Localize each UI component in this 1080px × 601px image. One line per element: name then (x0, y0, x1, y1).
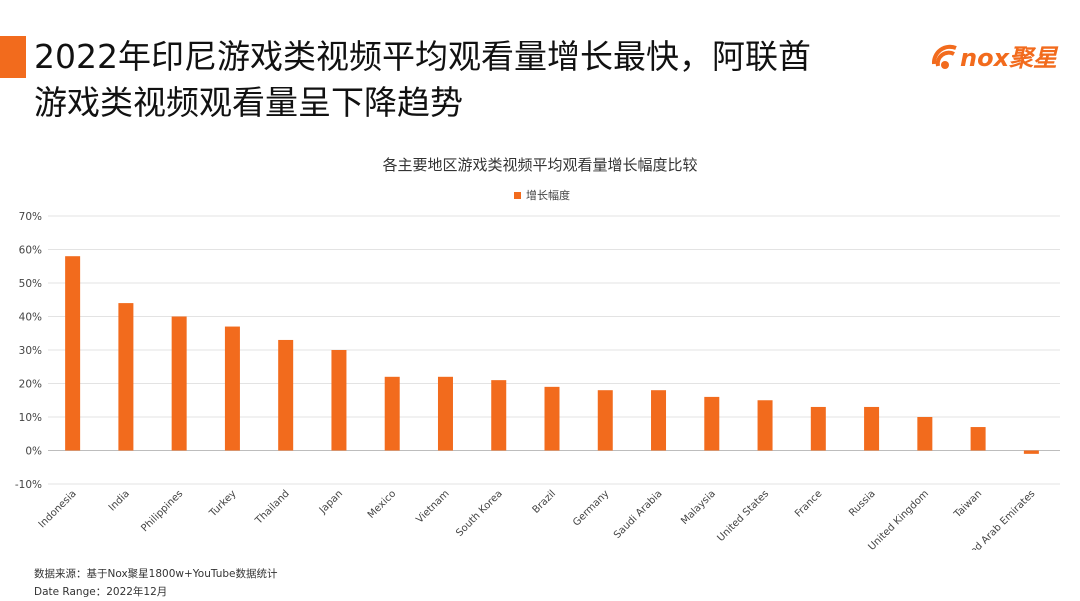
bar (651, 390, 667, 451)
y-tick-label: 40% (19, 312, 42, 324)
x-tick-label: Russia (847, 488, 878, 519)
bar (224, 326, 240, 451)
x-tick-label: United States (716, 488, 772, 544)
x-tick-label: Japan (317, 488, 345, 516)
x-tick-label: Mexico (366, 488, 398, 520)
x-tick-label: South Korea (454, 488, 505, 539)
bar (864, 406, 880, 451)
bar (118, 303, 134, 451)
bar (810, 406, 826, 451)
chart-plot: 70% 60% 50% 40% 30% 20% 10% 0% -10%Indonesia Indi… (15, 211, 1060, 550)
x-tick-label: Brazil (531, 488, 559, 516)
page-title: 2022年印尼游戏类视频平均观看量增长最快，阿联酋 游戏类视频观看量呈下降趋势 (34, 34, 914, 126)
title-accent-bar (0, 36, 26, 78)
y-tick-label: -10% (15, 479, 42, 491)
y-tick-label: 30% (19, 345, 42, 357)
y-tick-label: 50% (19, 278, 42, 290)
bar (544, 386, 560, 451)
legend-label: 增长幅度 (526, 189, 570, 202)
bar (491, 380, 507, 451)
bar (437, 376, 453, 451)
y-tick-label: 0% (25, 446, 42, 458)
bar (171, 316, 187, 451)
bar (65, 256, 81, 451)
bar (278, 339, 294, 451)
legend-swatch (514, 191, 521, 199)
page-title-line1: 2022年印尼游戏类视频平均观看量增长最快，阿联酋 (34, 37, 811, 76)
y-tick-label: 20% (19, 379, 42, 391)
x-tick-label: Saudi Arabia (612, 488, 665, 541)
x-tick-label: Indonesia (37, 488, 79, 530)
bar (917, 417, 933, 451)
page-title-line2: 游戏类视频观看量呈下降趋势 (34, 83, 463, 122)
bar (597, 390, 613, 451)
bar (704, 396, 720, 451)
y-tick-label: 60% (19, 245, 42, 257)
footer: 数据来源：基于Nox聚星1800w+YouTube数据统计 Date Range… (34, 565, 277, 601)
x-tick-label: Philippines (139, 488, 185, 534)
bar (757, 400, 773, 451)
logo-text: nox聚星 (960, 44, 1058, 72)
nox-logo: nox聚星 (928, 34, 1068, 74)
date-range: Date Range：2022年12月 (34, 586, 168, 598)
chart-legend: 增长幅度 (514, 187, 570, 203)
bar (331, 350, 347, 451)
y-tick-label: 10% (19, 412, 42, 424)
x-tick-label: India (107, 488, 132, 513)
bar (970, 427, 986, 451)
bar (384, 376, 400, 451)
x-tick-label: France (793, 488, 824, 519)
x-tick-label: Taiwan (952, 488, 985, 521)
x-tick-label: Thailand (253, 488, 292, 527)
x-tick-label: Vietnam (414, 488, 451, 525)
x-tick-label: Turkey (207, 488, 239, 520)
chart: 各主要地区游戏类视频平均观看量增长幅度比较 增长幅度 70% 60% 50% 40% 3… (0, 150, 1080, 550)
signal-icon (931, 44, 957, 69)
bar (1023, 450, 1039, 454)
y-tick-label: 70% (19, 211, 42, 223)
data-source: 数据来源：基于Nox聚星1800w+YouTube数据统计 (34, 568, 278, 580)
x-tick-label: Germany (571, 488, 611, 528)
chart-title: 各主要地区游戏类视频平均观看量增长幅度比较 (382, 156, 698, 174)
x-tick-label: Malaysia (679, 488, 718, 527)
